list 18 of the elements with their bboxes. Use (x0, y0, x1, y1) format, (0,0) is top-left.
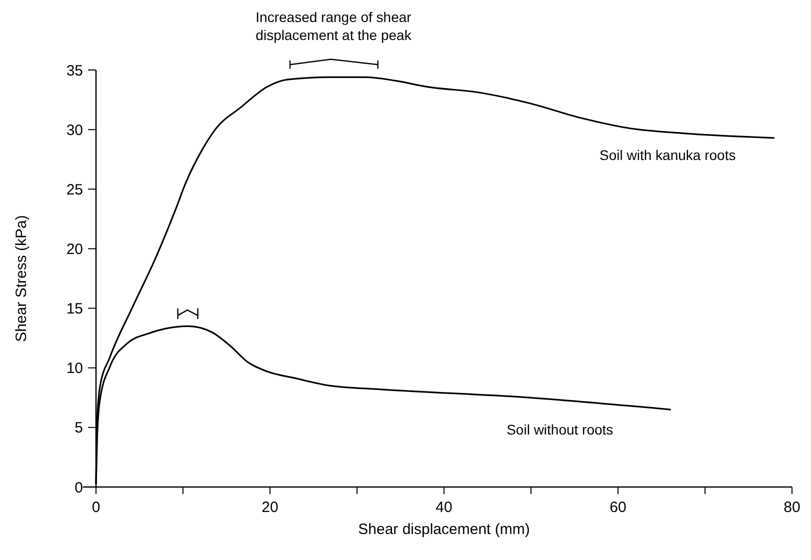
y-tick-label: 30 (66, 122, 83, 139)
x-tick-label: 0 (92, 499, 100, 516)
y-tick-label: 5 (74, 420, 83, 437)
x-tick-label: 80 (784, 499, 800, 516)
y-tick-label: 25 (66, 181, 83, 198)
y-tick-label: 35 (66, 62, 83, 80)
y-tick-label: 20 (66, 240, 83, 258)
y-tick-label: 15 (66, 300, 83, 318)
x-tick-label: 60 (610, 499, 626, 516)
x-axis-title: Shear displacement (mm) (358, 521, 530, 538)
text: Increased range of shear displacement at the peak (256, 9, 412, 43)
y-axis-title: Shear Stress (kPa) (13, 215, 30, 342)
series-label: Soil with kanuka roots (600, 146, 736, 163)
y-tick-label: 10 (66, 360, 83, 378)
x-tick-label: 40 (436, 499, 452, 516)
series-label: Soil without roots (506, 422, 614, 438)
y-tick-label: 0 (74, 479, 83, 496)
x-tick-label: 20 (262, 499, 278, 516)
